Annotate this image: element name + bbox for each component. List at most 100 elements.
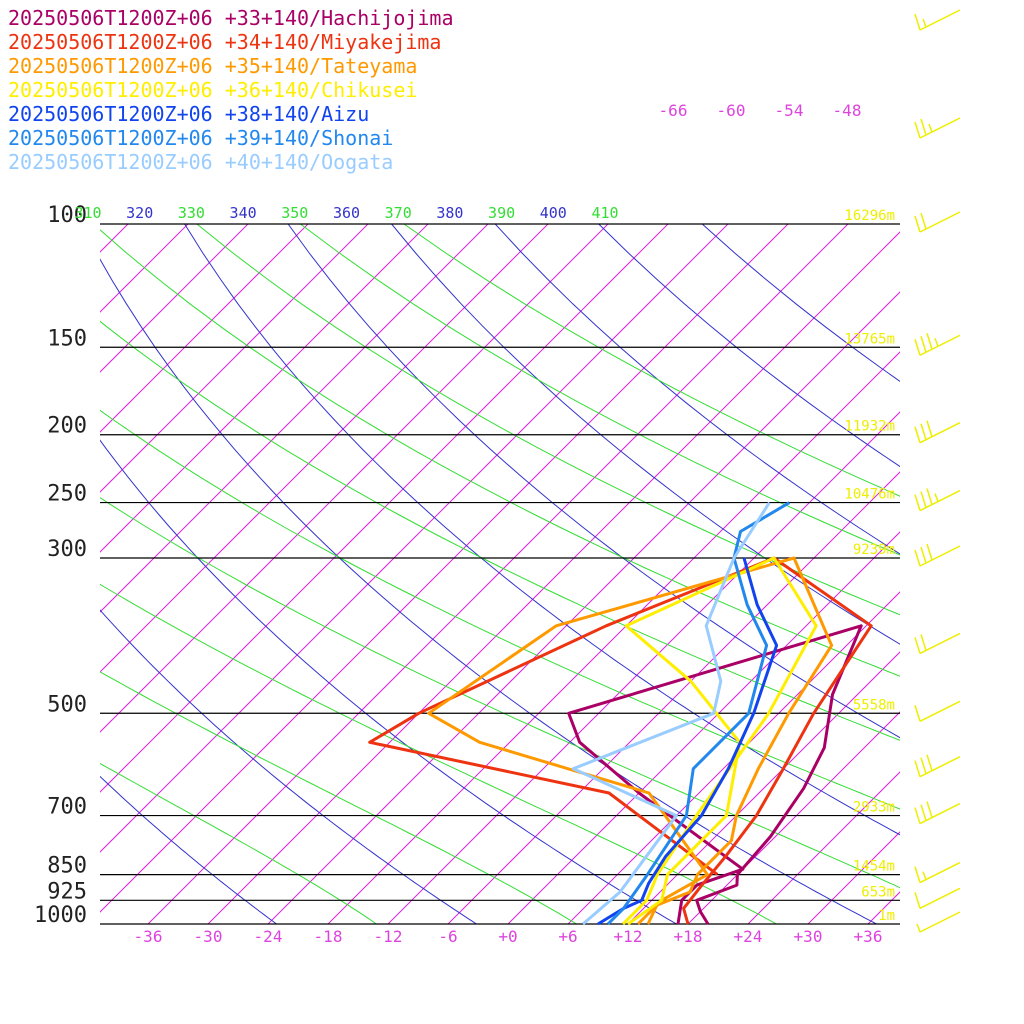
upper-isotherm-label: -54 [775,101,804,120]
isotherm-line [100,224,309,433]
legend-entry: 20250506T1200Z+06 +36+140/Chikusei [8,78,418,102]
x-tick-label: +6 [558,927,577,946]
legend-entry: 20250506T1200Z+06 +33+140/Hachijojima [8,6,454,30]
dry-adiabat-line [598,224,900,468]
x-tick-label: -18 [314,927,343,946]
wind-barb [914,211,961,233]
wind-barb [914,887,961,909]
isotherm-line [100,224,429,553]
isotherm-line [100,224,729,853]
pressure-label: 300 [47,537,87,562]
moist-adiabat-line [300,224,900,556]
x-tick-label: +36 [854,927,883,946]
adiabat-label: 340 [230,204,257,222]
pressure-label: 200 [47,414,87,439]
legend-entry: 20250506T1200Z+06 +34+140/Miyakejima [8,30,442,54]
isotherm-line [147,224,849,924]
adiabat-label: 410 [591,204,618,222]
series-line-2 [427,556,834,926]
pressure-label: 100 [47,203,87,228]
dry-adiabat-line [287,224,900,739]
height-label: 16296m [844,208,895,224]
isotherm-line [207,231,900,924]
isotherm-line [687,711,900,924]
adiabat-label: 360 [333,204,360,222]
axis-label-layer: 100 16296m 150 13765m 200 11932m 250 10476m 300 9… [34,101,895,946]
adiabat-label: 330 [178,204,205,222]
legend-entry: 20250506T1200Z+06 +38+140/Aizu [8,102,370,126]
isotherm-line [100,224,369,493]
wind-barb [914,861,961,884]
wind-barb [914,420,961,444]
isotherm-line [928,224,1024,924]
wind-barb [914,9,961,31]
x-tick-label: -6 [438,927,457,946]
legend-entry: 20250506T1200Z+06 +35+140/Tateyama [8,54,418,78]
isotherm-line [627,651,900,924]
legend: 20250506T1200Z+06 +33+140/Hachijojima 202… [8,6,454,174]
wind-barb [914,488,961,512]
wind-barb [916,911,961,933]
dry-adiabat-line [494,224,900,555]
wind-barb-layer [914,9,961,933]
moist-adiabat-line [100,583,777,924]
wind-barb [914,632,961,655]
adiabat-label: 390 [488,204,515,222]
pressure-label: 250 [47,482,87,507]
x-tick-label: -36 [134,927,163,946]
height-label: 2933m [853,800,895,816]
x-tick-label: -12 [374,927,403,946]
pressure-label: 850 [47,854,87,879]
isotherm-line [747,771,900,924]
isotherm-line [100,224,789,913]
x-tick-label: +30 [794,927,823,946]
isotherm-line [267,291,900,924]
height-label: 11932m [844,419,895,435]
pressure-label: 1000 [34,903,87,928]
wind-barb [914,754,961,778]
height-label: 1454m [853,859,895,875]
x-tick-label: +0 [498,927,517,946]
sounding-series-layer [368,501,873,926]
legend-entry: 20250506T1200Z+06 +40+140/Oogata [8,150,394,174]
series-line-3 [621,556,818,926]
x-tick-label: +18 [674,927,703,946]
wind-barb [914,333,961,356]
height-label: 9239m [853,542,895,558]
isotherm-line [327,351,900,924]
isotherm-line [507,531,900,924]
series-line-1 [368,556,873,925]
wind-barb [914,700,961,722]
isotherm-line [807,831,900,924]
adiabat-label: 400 [540,204,567,222]
height-label: 653m [861,884,895,900]
moist-adiabat-line [196,224,900,616]
isotherm-line [988,224,1024,924]
adiabat-label: 320 [126,204,153,222]
adiabat-label: 380 [436,204,463,222]
isotherm-line [100,224,189,313]
series-line-0 [567,624,863,925]
isotherm-line [0,224,8,924]
isotherm-line [100,224,249,373]
pressure-label: 925 [47,879,87,904]
height-label: 13765m [844,331,895,347]
pressure-label: 700 [47,795,87,820]
chart-grid-layer [0,224,1024,924]
x-tick-label: -30 [194,927,223,946]
upper-isotherm-label: -66 [659,101,688,120]
wind-barb [914,801,961,825]
isotherm-line [867,891,900,924]
wind-barb [914,543,961,567]
adiabat-label: 310 [74,204,101,222]
adiabat-label: 370 [385,204,412,222]
upper-isotherm-label: -48 [833,101,862,120]
height-label: 10476m [844,487,895,503]
series-line-4 [597,557,779,926]
isobar-layer [100,223,900,925]
isotherm-line [100,224,609,733]
height-label: 5558m [853,697,895,713]
x-tick-label: +24 [734,927,763,946]
series-line-5 [606,501,791,926]
